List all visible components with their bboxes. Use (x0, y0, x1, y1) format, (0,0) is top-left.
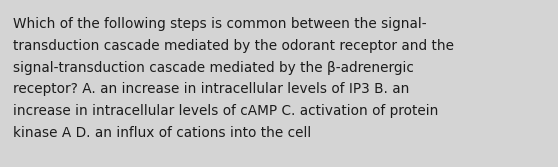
Text: receptor? A. an increase in intracellular levels of IP3 B. an: receptor? A. an increase in intracellula… (13, 82, 410, 96)
Text: kinase A D. an influx of cations into the cell: kinase A D. an influx of cations into th… (13, 126, 311, 140)
Text: Which of the following steps is common between the signal-: Which of the following steps is common b… (13, 17, 427, 31)
Text: increase in intracellular levels of cAMP C. activation of protein: increase in intracellular levels of cAMP… (13, 104, 439, 118)
Text: signal-transduction cascade mediated by the β-adrenergic: signal-transduction cascade mediated by … (13, 61, 414, 75)
Text: transduction cascade mediated by the odorant receptor and the: transduction cascade mediated by the odo… (13, 39, 454, 53)
